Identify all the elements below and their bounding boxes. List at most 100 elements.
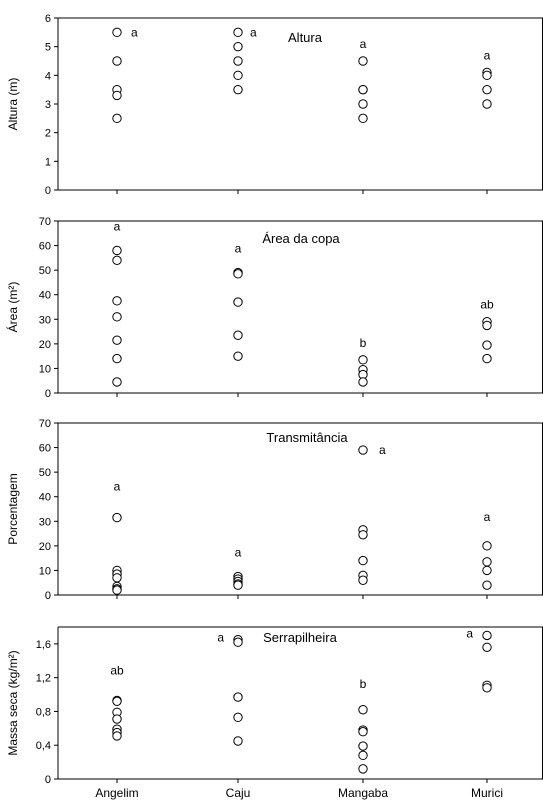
data-point: [358, 377, 368, 387]
data-point: [112, 731, 122, 741]
y-tick-label: 0,8: [36, 706, 51, 718]
data-point: [358, 84, 368, 95]
y-tick-label: 60: [39, 241, 51, 253]
data-point: [358, 355, 368, 365]
data-point: [112, 585, 122, 595]
data-point: [482, 642, 492, 652]
data-point: [358, 555, 368, 566]
y-tick-label: 30: [39, 314, 51, 326]
significance-letter: a: [250, 25, 257, 39]
data-point: [482, 353, 492, 364]
data-point: [358, 750, 368, 761]
x-category-label: Angelim: [95, 786, 138, 800]
y-tick-label: 20: [39, 541, 51, 553]
y-axis-label: Altura (m): [6, 78, 20, 131]
data-point: [358, 705, 368, 715]
y-axis-label: Área (m²): [5, 282, 20, 333]
data-point: [233, 736, 243, 746]
significance-letter: a: [360, 37, 367, 51]
data-point: [233, 637, 243, 647]
panel-title: Altura: [288, 30, 323, 45]
data-point: [112, 353, 122, 364]
y-tick-label: 70: [39, 216, 51, 228]
significance-letter: b: [360, 677, 367, 691]
y-tick-label: 50: [39, 265, 51, 277]
significance-letter: a: [484, 48, 491, 62]
data-point: [112, 296, 122, 306]
y-tick-label: 0: [45, 388, 51, 400]
data-point: [112, 335, 122, 345]
y-axis-label: Massa seca (kg/m²): [6, 650, 20, 755]
data-point: [358, 113, 368, 124]
y-tick-label: 60: [39, 443, 51, 455]
data-point: [482, 99, 492, 109]
data-point: [482, 630, 492, 641]
y-tick-label: 0: [45, 774, 51, 786]
y-tick-label: 4: [45, 70, 51, 82]
panel-title: Área da copa: [262, 231, 340, 246]
significance-letter: a: [235, 546, 242, 560]
data-point: [112, 512, 122, 523]
data-point: [233, 41, 243, 52]
y-tick-label: 0,4: [36, 740, 51, 752]
data-point: [358, 575, 368, 585]
data-point: [233, 70, 243, 81]
data-point: [112, 27, 122, 38]
y-tick-label: 30: [39, 516, 51, 528]
y-tick-label: 0: [45, 185, 51, 197]
y-tick-label: 0: [45, 590, 51, 602]
panel-title: Serrapilheira: [263, 630, 337, 645]
y-axis-label: Porcentagem: [6, 473, 20, 544]
data-point: [482, 340, 492, 350]
y-tick-label: 40: [39, 492, 51, 504]
data-point: [233, 269, 243, 279]
x-category-label: Murici: [471, 786, 503, 800]
data-point: [482, 683, 492, 693]
data-point: [482, 70, 492, 81]
significance-letter: a: [114, 480, 121, 494]
data-point: [233, 351, 243, 361]
data-point: [233, 330, 243, 340]
x-category-label: Caju: [226, 786, 251, 800]
y-tick-label: 50: [39, 467, 51, 479]
data-point: [358, 764, 368, 774]
significance-letter: a: [217, 631, 224, 645]
data-point: [233, 56, 243, 66]
data-point: [112, 90, 122, 101]
significance-letter: a: [466, 626, 473, 640]
data-point: [233, 692, 243, 702]
data-point: [112, 377, 122, 387]
y-tick-label: 10: [39, 565, 51, 577]
data-point: [112, 696, 122, 707]
significance-letter: a: [484, 510, 491, 524]
y-tick-label: 5: [45, 42, 51, 54]
data-point: [358, 741, 368, 751]
data-point: [482, 557, 492, 567]
data-point: [358, 56, 368, 66]
data-point: [112, 113, 122, 124]
significance-letter: a: [235, 242, 242, 256]
data-point: [112, 312, 122, 322]
y-tick-label: 1,2: [36, 673, 51, 685]
y-tick-label: 3: [45, 99, 51, 111]
data-point: [358, 727, 368, 737]
data-point: [233, 580, 243, 590]
data-point: [482, 580, 492, 590]
data-point: [482, 541, 492, 551]
data-point: [233, 297, 243, 307]
y-tick-label: 40: [39, 290, 51, 302]
data-point: [233, 84, 243, 95]
panel-title: Transmitância: [266, 430, 348, 445]
y-tick-label: 1: [45, 156, 51, 168]
data-point: [358, 99, 368, 109]
y-tick-label: 2: [45, 128, 51, 140]
data-point: [112, 255, 122, 266]
data-point: [482, 320, 492, 331]
data-point: [233, 27, 243, 38]
significance-letter: ab: [480, 298, 494, 312]
y-tick-label: 10: [39, 363, 51, 375]
y-tick-label: 1,6: [36, 639, 51, 651]
data-point: [358, 445, 368, 455]
significance-letter: ab: [110, 663, 124, 677]
